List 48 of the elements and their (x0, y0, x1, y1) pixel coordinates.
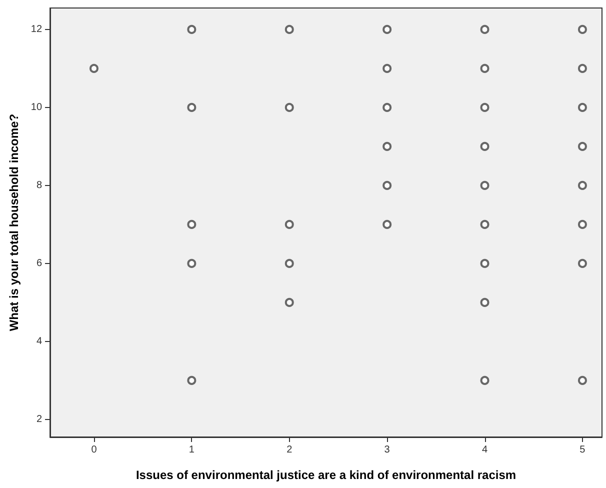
point (284, 220, 294, 229)
point (187, 258, 196, 268)
point (187, 24, 196, 34)
x-tick-label: 2 (286, 444, 293, 456)
point (480, 142, 490, 151)
point (578, 376, 587, 385)
point (480, 220, 490, 229)
point (89, 64, 98, 73)
y-tick-label: 10 (30, 102, 42, 113)
point (284, 24, 294, 34)
point (382, 220, 392, 229)
x-tick-label: 3 (384, 444, 390, 456)
point (382, 180, 392, 190)
point (382, 24, 392, 34)
point (578, 180, 587, 190)
point (480, 298, 490, 307)
point (578, 258, 587, 268)
point (480, 64, 490, 73)
point (480, 102, 490, 112)
point (187, 376, 196, 385)
point (480, 24, 490, 34)
point (578, 64, 587, 73)
y-tick-label: 4 (36, 336, 42, 347)
point (578, 102, 587, 112)
y-tick-label: 12 (30, 24, 42, 35)
point (382, 142, 392, 151)
y-axis-title: What is your total household income? (7, 114, 21, 332)
x-tick-label: 4 (482, 444, 488, 456)
point (578, 220, 587, 229)
point (382, 64, 392, 73)
point (382, 102, 392, 112)
y-tick-label: 6 (36, 258, 42, 269)
point (187, 220, 196, 229)
x-tick-label: 1 (188, 444, 195, 456)
point (578, 24, 587, 34)
x-tick-label: 5 (580, 444, 586, 456)
point (284, 258, 294, 268)
point (284, 298, 294, 307)
y-tick-label: 2 (36, 414, 42, 425)
point (480, 258, 490, 268)
point (284, 102, 294, 112)
y-tick-label: 8 (36, 180, 42, 191)
point (187, 102, 196, 112)
x-axis-title: Issues of environmental justice are a kind of environmental racism (136, 468, 516, 482)
point (480, 180, 490, 190)
point (578, 142, 587, 151)
point (480, 376, 490, 385)
x-tick-label: 0 (91, 444, 98, 456)
